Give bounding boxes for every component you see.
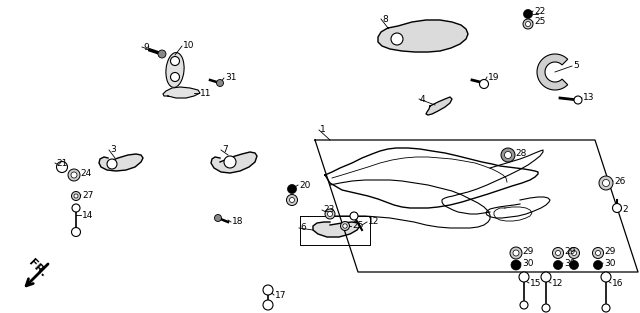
Circle shape — [343, 224, 347, 228]
Circle shape — [504, 151, 511, 158]
Text: 24: 24 — [80, 168, 92, 177]
Circle shape — [287, 184, 296, 193]
Circle shape — [612, 203, 621, 213]
Circle shape — [391, 33, 403, 45]
Text: 26: 26 — [614, 177, 625, 186]
Text: 29: 29 — [564, 247, 575, 255]
Circle shape — [72, 204, 80, 212]
Text: 28: 28 — [515, 148, 526, 157]
Text: 23: 23 — [323, 206, 334, 214]
Circle shape — [72, 228, 81, 237]
Text: 12: 12 — [368, 218, 380, 227]
Text: 27: 27 — [82, 191, 93, 199]
Circle shape — [602, 304, 610, 312]
Text: 7: 7 — [222, 146, 228, 155]
Polygon shape — [537, 54, 568, 90]
Text: 29: 29 — [522, 247, 533, 255]
Circle shape — [524, 9, 532, 18]
Text: 18: 18 — [232, 218, 243, 227]
Text: 30: 30 — [564, 259, 575, 268]
Text: 5: 5 — [573, 61, 579, 70]
Text: 25: 25 — [352, 222, 364, 230]
Circle shape — [542, 304, 550, 312]
Circle shape — [556, 250, 561, 255]
Circle shape — [525, 22, 531, 27]
Circle shape — [216, 80, 223, 86]
Circle shape — [593, 248, 604, 259]
Circle shape — [74, 194, 78, 198]
Circle shape — [350, 212, 358, 220]
Text: 22: 22 — [534, 7, 545, 16]
Circle shape — [519, 272, 529, 282]
Circle shape — [511, 260, 521, 270]
Polygon shape — [426, 97, 452, 115]
Text: 15: 15 — [530, 279, 541, 288]
Text: 9: 9 — [143, 43, 148, 52]
Circle shape — [572, 250, 577, 255]
Text: 6: 6 — [300, 223, 306, 233]
Circle shape — [593, 260, 602, 269]
Circle shape — [107, 159, 117, 169]
Text: FR.: FR. — [26, 257, 48, 279]
Circle shape — [68, 169, 80, 181]
Polygon shape — [378, 20, 468, 52]
Text: 12: 12 — [552, 279, 563, 288]
Circle shape — [289, 198, 294, 203]
Circle shape — [599, 176, 613, 190]
Text: 4: 4 — [420, 95, 426, 104]
Circle shape — [568, 248, 579, 259]
Polygon shape — [163, 87, 200, 98]
Text: 30: 30 — [604, 259, 616, 268]
Text: 8: 8 — [382, 14, 388, 23]
Text: 17: 17 — [275, 290, 287, 300]
Circle shape — [56, 162, 67, 172]
Circle shape — [263, 300, 273, 310]
Circle shape — [71, 172, 77, 178]
Text: 21: 21 — [56, 158, 67, 167]
Text: 14: 14 — [82, 211, 93, 219]
Text: 25: 25 — [534, 18, 545, 27]
Circle shape — [552, 248, 563, 259]
Text: 16: 16 — [612, 279, 623, 288]
Text: 2: 2 — [622, 206, 628, 214]
Polygon shape — [313, 222, 360, 237]
Circle shape — [595, 250, 600, 255]
Circle shape — [479, 80, 488, 89]
Text: 1: 1 — [320, 126, 326, 135]
Circle shape — [224, 156, 236, 168]
Circle shape — [170, 57, 179, 65]
Circle shape — [72, 192, 81, 201]
Circle shape — [328, 212, 333, 217]
Polygon shape — [211, 152, 257, 173]
Text: 19: 19 — [488, 73, 499, 81]
Text: 11: 11 — [200, 89, 211, 98]
Circle shape — [287, 194, 298, 206]
Circle shape — [574, 96, 582, 104]
Circle shape — [523, 19, 533, 29]
Circle shape — [510, 247, 522, 259]
Text: 3: 3 — [110, 146, 116, 155]
Text: 31: 31 — [225, 74, 237, 83]
Circle shape — [325, 209, 335, 219]
Circle shape — [554, 260, 563, 269]
Text: 29: 29 — [604, 247, 616, 255]
Circle shape — [602, 179, 609, 187]
Circle shape — [520, 301, 528, 309]
Text: 30: 30 — [522, 259, 534, 268]
Circle shape — [214, 214, 221, 222]
Circle shape — [570, 260, 579, 269]
Text: 13: 13 — [583, 94, 595, 102]
Polygon shape — [99, 154, 143, 171]
Text: 20: 20 — [299, 181, 310, 189]
Circle shape — [340, 222, 349, 230]
Circle shape — [601, 272, 611, 282]
Circle shape — [158, 50, 166, 58]
Circle shape — [541, 272, 551, 282]
Circle shape — [501, 148, 515, 162]
Ellipse shape — [166, 53, 184, 87]
Circle shape — [513, 250, 519, 256]
Circle shape — [170, 73, 179, 81]
Circle shape — [263, 285, 273, 295]
Text: 10: 10 — [183, 42, 195, 50]
